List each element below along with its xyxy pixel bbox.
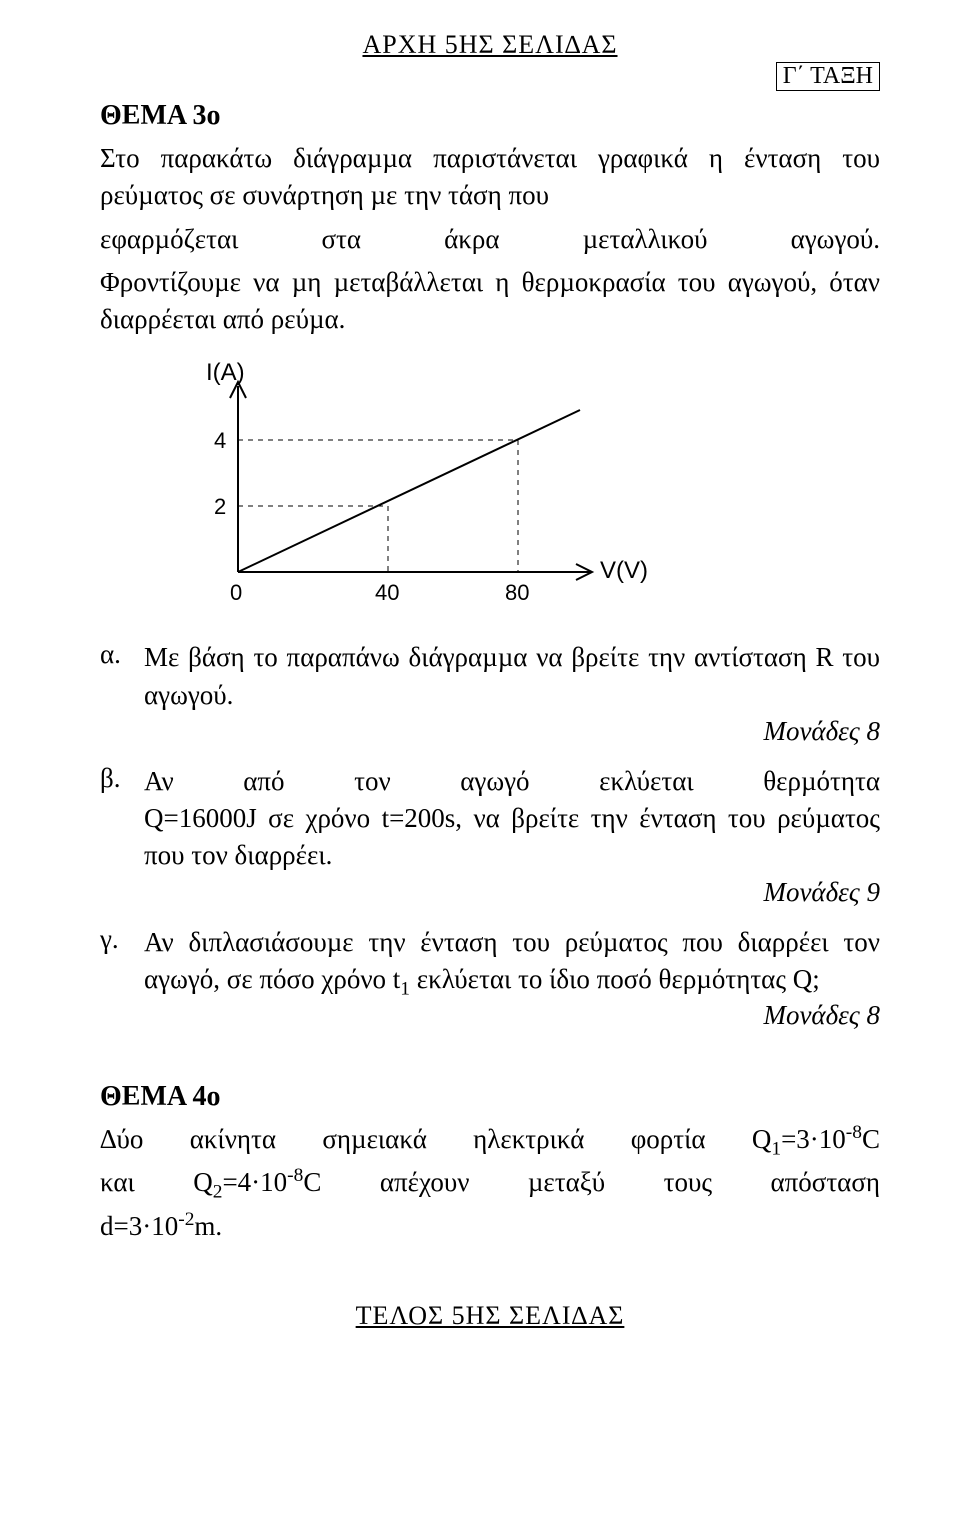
question-a-marks: Μονάδες 8 <box>100 716 880 747</box>
t4-l2-b: =4·10 <box>222 1167 287 1197</box>
page-header: ΑΡΧΗ 5ΗΣ ΣΕΛΙ∆ΑΣ <box>100 30 880 60</box>
t4-l1-a: ∆ύο ακίνητα σηµειακά ηλεκτρικά φορτία Q <box>100 1124 771 1154</box>
page-footer: ΤΕΛΟΣ 5ΗΣ ΣΕΛΙ∆ΑΣ <box>100 1301 880 1331</box>
iv-line <box>238 410 580 572</box>
t4-l1-c: C <box>862 1124 880 1154</box>
thema4-title: ΘΕΜΑ 4ο <box>100 1081 880 1113</box>
x-tick-40: 40 <box>375 580 399 605</box>
question-b-marks: Μονάδες 9 <box>100 877 880 908</box>
t4-l3-a: d=3·10 <box>100 1211 178 1241</box>
t4-l2-a: και Q <box>100 1167 213 1197</box>
question-c-label: γ. <box>100 924 144 955</box>
t4-l2-c: C απέχουν µεταξύ τους απόσταση <box>303 1167 880 1197</box>
question-a-text: Με βάση το παραπάνω διάγραµµα να βρείτε … <box>144 639 880 714</box>
t4-l3-b: m. <box>194 1211 222 1241</box>
t4-l3-sup3: -2 <box>178 1209 194 1230</box>
question-c-marks: Μονάδες 8 <box>100 1000 880 1031</box>
t4-l2-sup2: -8 <box>287 1165 303 1186</box>
thema3-intro-b: εφαρµόζεται στα άκρα µεταλλικού αγωγού. <box>100 221 880 258</box>
question-b-text: Αν από τον αγωγό εκλύεται θερµότητα Q=16… <box>144 763 880 875</box>
t4-l1-sub1: 1 <box>771 1138 781 1159</box>
question-c: γ. Αν διπλασιάσουµε την ένταση του ρεύµα… <box>100 924 880 999</box>
x-tick-0: 0 <box>230 580 242 605</box>
x-tick-80: 80 <box>505 580 529 605</box>
thema3-intro-c: Φροντίζουµε να µη µεταβάλλεται η θερµοκρ… <box>100 264 880 339</box>
thema3-intro-a: Στο παρακάτω διάγραµµα παριστάνεται γραφ… <box>100 140 880 215</box>
question-c-text: Αν διπλασιάσουµε την ένταση του ρεύµατος… <box>144 924 880 999</box>
question-b-line1: Αν από τον αγωγό εκλύεται θερµότητα <box>144 763 880 800</box>
question-b-label: β. <box>100 763 144 794</box>
t4-l2-sub2: 2 <box>213 1182 223 1203</box>
question-c-text-b: εκλύεται το ίδιο ποσό θερµότητας Q; <box>410 964 820 994</box>
t4-l1-sup1: -8 <box>846 1122 862 1143</box>
thema4-line1: ∆ύο ακίνητα σηµειακά ηλεκτρικά φορτία Q1… <box>100 1121 880 1158</box>
x-axis-label: V(V) <box>600 557 648 584</box>
iv-chart: Ι(Α) 4 2 0 40 80 V(V) <box>160 356 880 621</box>
question-c-sub: 1 <box>400 978 410 999</box>
thema4-line2: και Q2=4·10-8C απέχουν µεταξύ τους απόστ… <box>100 1164 880 1201</box>
question-a: α. Με βάση το παραπάνω διάγραµµα να βρεί… <box>100 639 880 714</box>
question-b-line2: Q=16000J σε χρόνο t=200s, να βρείτε την … <box>144 803 880 870</box>
thema4-line3: d=3·10-2m. <box>100 1208 880 1245</box>
class-badge: Γ΄ ΤΑΞΗ <box>776 62 880 91</box>
y-tick-2: 2 <box>214 494 226 519</box>
question-a-label: α. <box>100 639 144 670</box>
question-b: β. Αν από τον αγωγό εκλύεται θερµότητα Q… <box>100 763 880 875</box>
y-tick-4: 4 <box>214 428 226 453</box>
thema3-title: ΘΕΜΑ 3ο <box>100 100 880 132</box>
iv-chart-svg: Ι(Α) 4 2 0 40 80 V(V) <box>160 356 680 616</box>
t4-l1-b: =3·10 <box>781 1124 846 1154</box>
